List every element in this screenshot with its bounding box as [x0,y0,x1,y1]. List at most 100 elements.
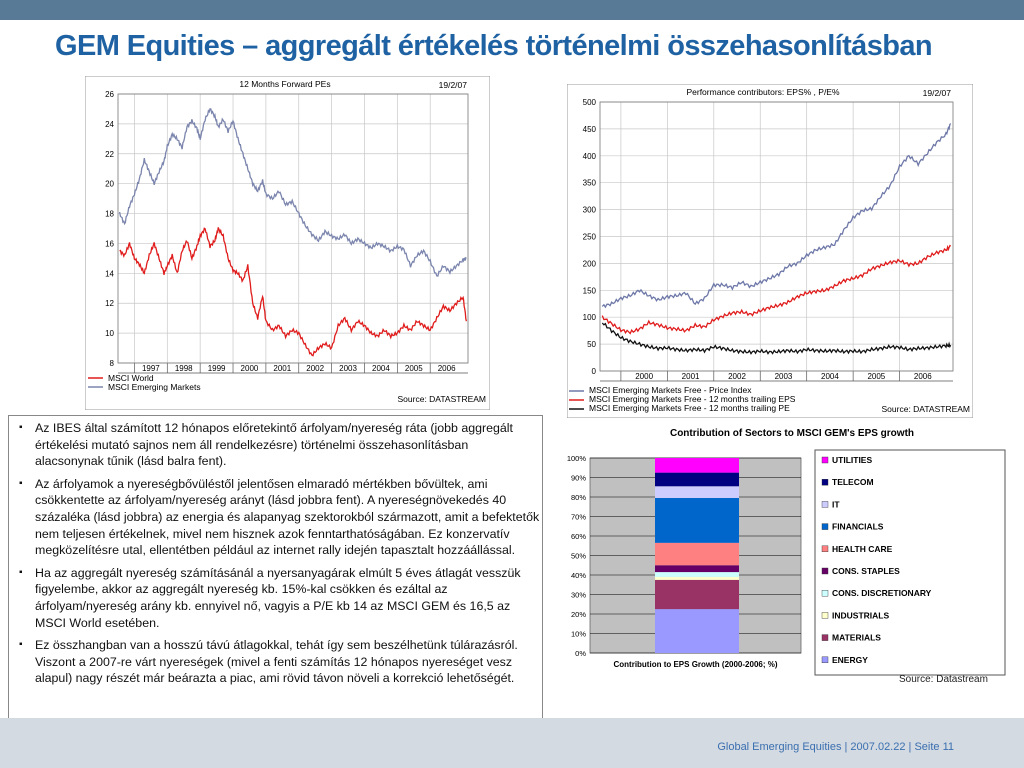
y-tick-label: 40% [571,571,586,580]
y-tick-label: 450 [583,125,597,134]
plot-area: 8 10 12 14 16 18 20 22 24 26 1997 1998 1999 2000 2001 2… [105,90,469,374]
x-tick-label: 2002 [728,372,746,381]
bullet-icon: ▪ [19,477,23,489]
commentary-list: ▪ Az IBES által számított 12 hónapos előr… [17,420,540,687]
y-tick-label: 50 [587,340,596,349]
chart-sector-contribution: Contribution of Sectors to MSCI GEM's EP… [567,428,1006,676]
plot-frame [117,93,469,364]
legend-swatch [821,501,829,508]
y-tick-label: 26 [105,90,114,99]
plot-area: 0% 10% 20% 30% 40% 50% 60% 70% 80% 90% 100% Contrib… [567,454,802,669]
chart-performance-contributors: Performance contributors: EPS% , P/E% 19… [567,84,973,418]
x-tick-label: 2005 [867,372,885,381]
series-line [601,322,952,355]
legend-label: CONS. DISCRETIONARY [832,588,932,598]
legend-label: ENERGY [832,655,868,665]
x-tick-label: 2004 [821,372,839,381]
y-tick-label: 50% [571,552,586,561]
series-line [118,108,467,277]
x-tick-label: 2004 [372,364,390,373]
chart-source: Source: Datastream [899,674,988,685]
y-tick-label: 200 [583,259,597,268]
chart-title: 12 Months Forward PEs [239,79,330,89]
y-tick-label: 100% [567,454,587,463]
x-tick-label: 1998 [175,364,193,373]
plot-area: 0 50 100 150 200 250 300 350 400 450 500 2000 2001 20… [583,98,954,382]
x-tick-label: 2000 [635,372,653,381]
legend-label: HEALTH CARE [832,544,893,554]
bullet-icon: ▪ [19,566,23,578]
bar-segment [655,542,739,566]
y-tick-label: 22 [105,150,114,159]
bar-segment [655,497,739,543]
x-tick-label: 2005 [405,364,423,373]
chart-date: 19/2/07 [439,80,468,90]
legend-swatch [821,656,829,664]
legend-swatch [821,545,829,553]
legend-label-msci-world: MSCI World [108,373,154,383]
x-tick-label: 2002 [306,364,324,373]
y-tick-label: 100 [583,313,597,322]
x-axis-label: Contribution to EPS Growth (2000-2006; %… [613,660,777,669]
y-tick-label: 14 [105,269,114,278]
legend-label: UTILITIES [832,455,872,465]
legend-label-msci-em: MSCI Emerging Markets [108,382,201,392]
y-tick-label: 400 [583,152,597,161]
y-tick-label: 24 [105,120,114,129]
bar-segment [655,458,739,473]
legend-label: FINANCIALS [832,522,884,532]
y-tick-label: 30% [571,591,586,600]
legend-box [814,449,1006,676]
chart-source: Source: DATASTREAM [882,404,970,414]
commentary-bullet: ▪ Ha az aggregált nyereség számításánál a… [19,565,521,630]
x-tick-label: 2001 [682,372,700,381]
y-tick-label: 8 [110,359,115,368]
bar-segment [655,472,739,487]
legend-label-price: MSCI Emerging Markets Free - Price Index [589,385,752,395]
y-tick-label: 350 [583,179,597,188]
x-tick-label: 2003 [339,364,357,373]
bar-segment [655,486,739,498]
commentary-bullet: ▪ Az IBES által számított 12 hónapos előr… [19,421,513,469]
x-tick-label: 2000 [241,364,259,373]
y-tick-label: 300 [583,206,597,215]
legend-label-pe: MSCI Emerging Markets Free - 12 months t… [589,403,790,413]
y-tick-label: 80% [571,493,586,502]
y-tick-label: 60% [571,532,586,541]
x-tick-label: 2001 [273,364,291,373]
legend: MSCI World MSCI Emerging Markets [88,373,201,392]
top-bar [0,0,1024,20]
x-tick-label: 2003 [775,372,793,381]
y-tick-label: 150 [583,286,597,295]
x-tick-label: 2006 [438,364,456,373]
legend-label: INDUSTRIALS [832,610,889,620]
legend-label: IT [832,499,840,509]
legend-swatch [821,567,829,575]
commentary-bullet: ▪ Az árfolyamok a nyereségbővüléstől jele… [19,476,540,558]
legend-label: CONS. STAPLES [832,566,900,576]
y-tick-label: 90% [571,474,586,483]
commentary-box: ▪ Az IBES által számított 12 hónapos előr… [8,415,543,754]
page-title: GEM Equities – aggregált értékelés törté… [55,30,933,62]
series-line [601,123,952,309]
bar-segment [655,609,739,653]
commentary-bullet: ▪ Ez összhangban van a hosszú távú átlago… [19,638,518,686]
x-tick-label: 1999 [208,364,226,373]
footer-band [0,718,1024,768]
footer-text: Global Emerging Equities | 2007.02.22 | … [717,741,954,753]
bar-segment [655,565,739,573]
y-tick-label: 20 [105,180,114,189]
bar-segment [655,572,739,577]
legend-swatch [821,589,829,597]
legend-swatch [821,634,829,641]
y-tick-label: 20% [571,610,586,619]
legend-label: MATERIALS [832,633,881,643]
legend-swatch [821,456,829,464]
bar-segment [655,579,739,610]
y-tick-label: 12 [105,299,114,308]
series-line [601,244,952,335]
legend-swatch [821,612,829,619]
chart-title: Contribution of Sectors to MSCI GEM's EP… [670,428,914,439]
legend-label-eps: MSCI Emerging Markets Free - 12 months t… [589,394,796,404]
series-line [119,227,468,357]
